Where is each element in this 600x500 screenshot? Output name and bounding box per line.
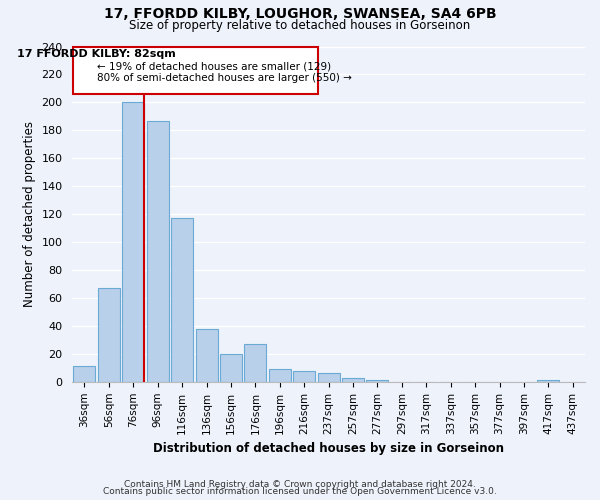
Bar <box>73 366 95 382</box>
Y-axis label: Number of detached properties: Number of detached properties <box>23 121 36 307</box>
Bar <box>122 102 144 382</box>
Bar <box>98 288 120 382</box>
Bar <box>196 328 218 382</box>
Bar <box>367 380 388 382</box>
Text: 17 FFORDD KILBY: 82sqm: 17 FFORDD KILBY: 82sqm <box>17 50 176 59</box>
Bar <box>342 378 364 382</box>
Text: Contains HM Land Registry data © Crown copyright and database right 2024.: Contains HM Land Registry data © Crown c… <box>124 480 476 489</box>
Text: Size of property relative to detached houses in Gorseinon: Size of property relative to detached ho… <box>130 19 470 32</box>
X-axis label: Distribution of detached houses by size in Gorseinon: Distribution of detached houses by size … <box>153 442 504 455</box>
FancyBboxPatch shape <box>73 46 317 94</box>
Text: ← 19% of detached houses are smaller (129): ← 19% of detached houses are smaller (12… <box>97 62 331 72</box>
Bar <box>171 218 193 382</box>
Bar <box>269 369 291 382</box>
Bar <box>147 120 169 382</box>
Bar <box>538 380 559 382</box>
Bar <box>293 370 315 382</box>
Text: 17, FFORDD KILBY, LOUGHOR, SWANSEA, SA4 6PB: 17, FFORDD KILBY, LOUGHOR, SWANSEA, SA4 … <box>104 8 496 22</box>
Text: Contains public sector information licensed under the Open Government Licence v3: Contains public sector information licen… <box>103 487 497 496</box>
Bar <box>317 374 340 382</box>
Bar <box>220 354 242 382</box>
Bar <box>244 344 266 382</box>
Text: 80% of semi-detached houses are larger (550) →: 80% of semi-detached houses are larger (… <box>97 73 352 83</box>
